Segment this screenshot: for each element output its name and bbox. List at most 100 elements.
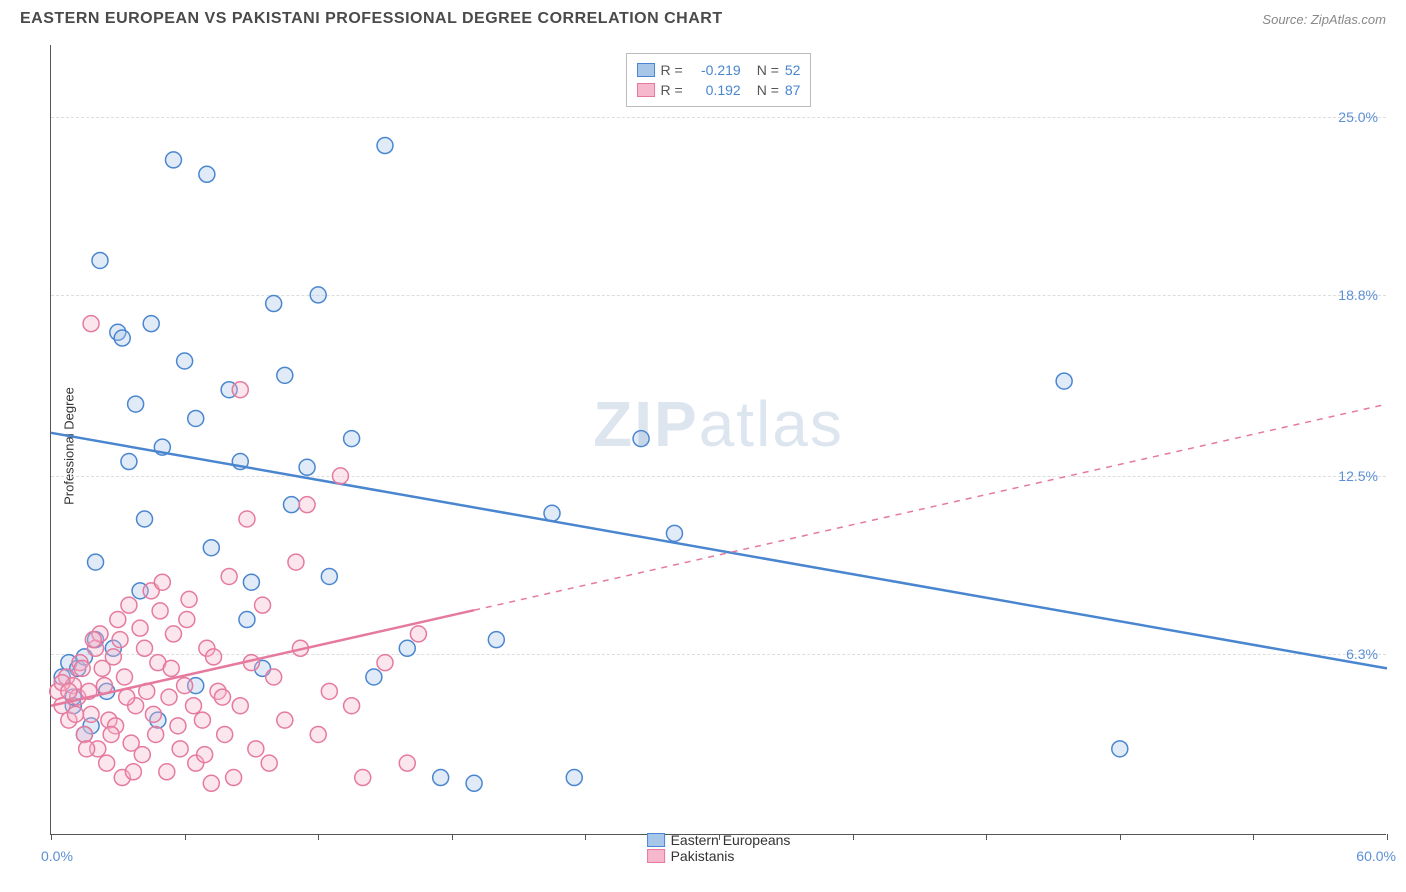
trend-line-dashed bbox=[474, 404, 1387, 610]
legend-swatch bbox=[647, 849, 665, 863]
scatter-point bbox=[283, 497, 299, 513]
scatter-point bbox=[105, 649, 121, 665]
scatter-point bbox=[132, 620, 148, 636]
x-tick bbox=[1253, 834, 1254, 840]
x-tick bbox=[853, 834, 854, 840]
scatter-point bbox=[152, 603, 168, 619]
scatter-point bbox=[148, 726, 164, 742]
x-tick bbox=[1387, 834, 1388, 840]
x-tick bbox=[51, 834, 52, 840]
scatter-point bbox=[137, 511, 153, 527]
scatter-point bbox=[112, 632, 128, 648]
scatter-point bbox=[266, 296, 282, 312]
scatter-point bbox=[377, 138, 393, 154]
scatter-point bbox=[188, 410, 204, 426]
scatter-point bbox=[232, 382, 248, 398]
scatter-point bbox=[1056, 373, 1072, 389]
scatter-point bbox=[239, 511, 255, 527]
legend-series-name: Eastern Europeans bbox=[671, 832, 791, 848]
legend-r-value: 0.192 bbox=[689, 82, 741, 98]
scatter-point bbox=[544, 505, 560, 521]
scatter-point bbox=[488, 632, 504, 648]
x-axis-min-label: 0.0% bbox=[41, 848, 73, 864]
scatter-point bbox=[159, 764, 175, 780]
legend-correlation-row: R =0.192N =87 bbox=[637, 80, 801, 100]
scatter-point bbox=[145, 706, 161, 722]
trend-line-solid bbox=[51, 433, 1387, 669]
correlation-legend: R =-0.219N =52R =0.192N =87 bbox=[626, 53, 812, 107]
chart-header: EASTERN EUROPEAN VS PAKISTANI PROFESSION… bbox=[0, 0, 1406, 28]
scatter-point bbox=[221, 568, 237, 584]
scatter-point bbox=[128, 396, 144, 412]
scatter-point bbox=[206, 649, 222, 665]
scatter-point bbox=[83, 316, 99, 332]
scatter-point bbox=[103, 726, 119, 742]
x-tick bbox=[452, 834, 453, 840]
legend-swatch bbox=[637, 83, 655, 97]
scatter-point bbox=[377, 655, 393, 671]
x-tick bbox=[1120, 834, 1121, 840]
scatter-point bbox=[99, 755, 115, 771]
scatter-point bbox=[154, 574, 170, 590]
scatter-point bbox=[165, 626, 181, 642]
scatter-point bbox=[433, 770, 449, 786]
scatter-point bbox=[666, 525, 682, 541]
scatter-point bbox=[321, 568, 337, 584]
legend-n-label: N = bbox=[757, 62, 779, 78]
scatter-point bbox=[299, 497, 315, 513]
scatter-point bbox=[344, 431, 360, 447]
chart-plot-area: 6.3%12.5%18.8%25.0% ZIPatlas R =-0.219N … bbox=[50, 45, 1386, 835]
chart-title: EASTERN EUROPEAN VS PAKISTANI PROFESSION… bbox=[20, 10, 723, 28]
scatter-point bbox=[399, 640, 415, 656]
scatter-point bbox=[310, 287, 326, 303]
scatter-point bbox=[181, 591, 197, 607]
legend-correlation-row: R =-0.219N =52 bbox=[637, 60, 801, 80]
scatter-point bbox=[310, 726, 326, 742]
scatter-point bbox=[226, 770, 242, 786]
legend-r-value: -0.219 bbox=[689, 62, 741, 78]
x-tick bbox=[986, 834, 987, 840]
scatter-point bbox=[199, 166, 215, 182]
scatter-point bbox=[633, 431, 649, 447]
x-tick bbox=[585, 834, 586, 840]
legend-n-value: 52 bbox=[785, 62, 801, 78]
scatter-point bbox=[161, 689, 177, 705]
legend-swatch bbox=[637, 63, 655, 77]
chart-source: Source: ZipAtlas.com bbox=[1262, 12, 1386, 27]
scatter-point bbox=[177, 678, 193, 694]
scatter-point bbox=[321, 683, 337, 699]
x-axis-max-label: 60.0% bbox=[1356, 848, 1396, 864]
scatter-point bbox=[134, 747, 150, 763]
scatter-point bbox=[83, 706, 99, 722]
scatter-point bbox=[261, 755, 277, 771]
scatter-point bbox=[114, 330, 130, 346]
scatter-point bbox=[239, 612, 255, 628]
scatter-point bbox=[299, 459, 315, 475]
legend-swatch bbox=[647, 833, 665, 847]
scatter-point bbox=[177, 353, 193, 369]
scatter-point bbox=[74, 660, 90, 676]
scatter-point bbox=[119, 689, 135, 705]
scatter-point bbox=[344, 698, 360, 714]
scatter-point bbox=[248, 741, 264, 757]
scatter-point bbox=[355, 770, 371, 786]
scatter-point bbox=[85, 632, 101, 648]
scatter-point bbox=[186, 698, 202, 714]
source-name: ZipAtlas.com bbox=[1311, 12, 1386, 27]
x-tick bbox=[318, 834, 319, 840]
scatter-point bbox=[277, 712, 293, 728]
scatter-point bbox=[92, 252, 108, 268]
legend-series-item: Pakistanis bbox=[647, 848, 791, 864]
scatter-point bbox=[217, 726, 233, 742]
scatter-point bbox=[172, 741, 188, 757]
scatter-point bbox=[203, 775, 219, 791]
x-tick bbox=[185, 834, 186, 840]
scatter-point bbox=[179, 612, 195, 628]
legend-n-value: 87 bbox=[785, 82, 801, 98]
scatter-point bbox=[76, 726, 92, 742]
scatter-point bbox=[243, 574, 259, 590]
scatter-point bbox=[399, 755, 415, 771]
scatter-point bbox=[203, 540, 219, 556]
scatter-point bbox=[61, 683, 77, 699]
legend-n-label: N = bbox=[757, 82, 779, 98]
